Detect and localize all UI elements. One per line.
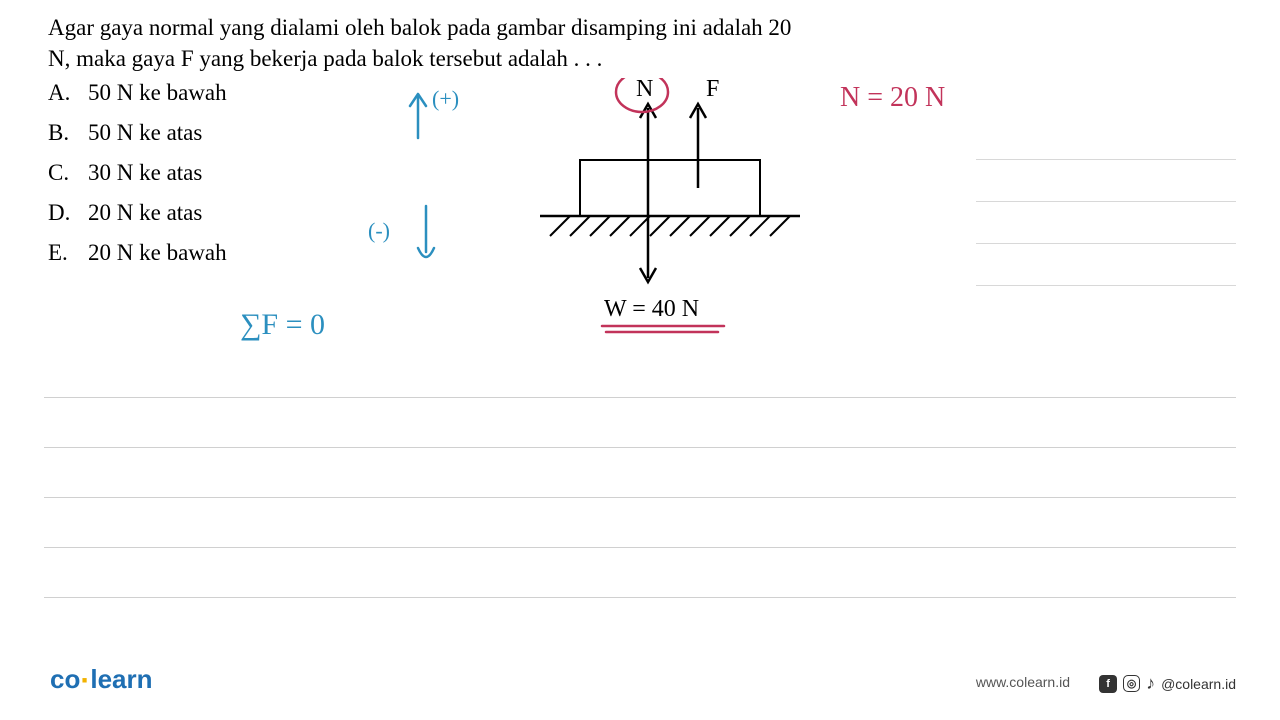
- option-e: E. 20 N ke bawah: [48, 240, 227, 266]
- n-value-annotation: N = 20 N: [840, 82, 945, 114]
- ruled-line: [44, 348, 1236, 398]
- logo: co·learn: [50, 662, 153, 696]
- ruled-line: [44, 448, 1236, 498]
- question-text: Agar gaya normal yang dialami oleh balok…: [48, 12, 1048, 74]
- plus-sign-annotation: (+): [432, 86, 459, 112]
- option-b: B. 50 N ke atas: [48, 120, 227, 146]
- option-text: 30 N ke atas: [88, 160, 202, 186]
- option-c: C. 30 N ke atas: [48, 160, 227, 186]
- ruled-line: [44, 398, 1236, 448]
- instagram-icon: ◎: [1123, 675, 1140, 692]
- footer: co·learn www.colearn.id f ◎ ♪ @colearn.i…: [0, 656, 1280, 696]
- option-letter: E.: [48, 240, 88, 266]
- option-text: 50 N ke atas: [88, 120, 202, 146]
- w-underline: [600, 324, 730, 336]
- ruled-line: [44, 498, 1236, 548]
- stub-line: [976, 118, 1236, 160]
- logo-learn: learn: [90, 664, 152, 694]
- option-text: 20 N ke atas: [88, 200, 202, 226]
- social-handle: @colearn.id: [1161, 676, 1236, 692]
- option-a: A. 50 N ke bawah: [48, 80, 227, 106]
- option-text: 20 N ke bawah: [88, 240, 227, 266]
- question-line2: N, maka gaya F yang bekerja pada balok t…: [48, 46, 602, 71]
- facebook-icon: f: [1099, 675, 1117, 693]
- diagram-n-label: N: [636, 76, 653, 103]
- option-letter: A.: [48, 80, 88, 106]
- option-letter: B.: [48, 120, 88, 146]
- stub-lines: [976, 118, 1236, 286]
- stub-line: [976, 244, 1236, 286]
- logo-dot: ·: [80, 664, 90, 697]
- options-list: A. 50 N ke bawah B. 50 N ke atas C. 30 N…: [48, 80, 227, 280]
- stub-line: [976, 160, 1236, 202]
- ruled-lines: [44, 348, 1236, 598]
- option-text: 50 N ke bawah: [88, 80, 227, 106]
- question-line1: Agar gaya normal yang dialami oleh balok…: [48, 15, 791, 40]
- socials: f ◎ ♪ @colearn.id: [1099, 673, 1236, 694]
- stub-line: [976, 202, 1236, 244]
- option-letter: D.: [48, 200, 88, 226]
- option-d: D. 20 N ke atas: [48, 200, 227, 226]
- sign-convention-down-arrow: [408, 200, 448, 272]
- logo-co: co: [50, 664, 80, 694]
- sum-f-zero-annotation: ∑F = 0: [240, 308, 325, 342]
- diagram-w-label: W = 40 N: [604, 296, 699, 323]
- tiktok-icon: ♪: [1146, 673, 1155, 694]
- site-url: www.colearn.id: [976, 674, 1070, 690]
- minus-sign-annotation: (-): [368, 218, 390, 244]
- ruled-line: [44, 548, 1236, 598]
- option-letter: C.: [48, 160, 88, 186]
- diagram-f-label: F: [706, 76, 719, 103]
